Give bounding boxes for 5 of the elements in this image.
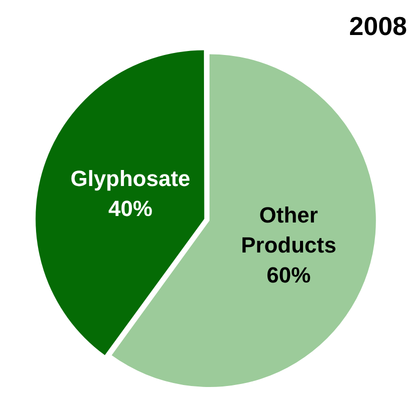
slice-label: Glyphosate xyxy=(70,166,190,191)
data-label: 40% xyxy=(108,196,152,221)
slice-label: Other Products xyxy=(240,202,336,258)
chart-title: 2008 xyxy=(349,10,407,41)
data-label: 60% xyxy=(266,262,311,288)
